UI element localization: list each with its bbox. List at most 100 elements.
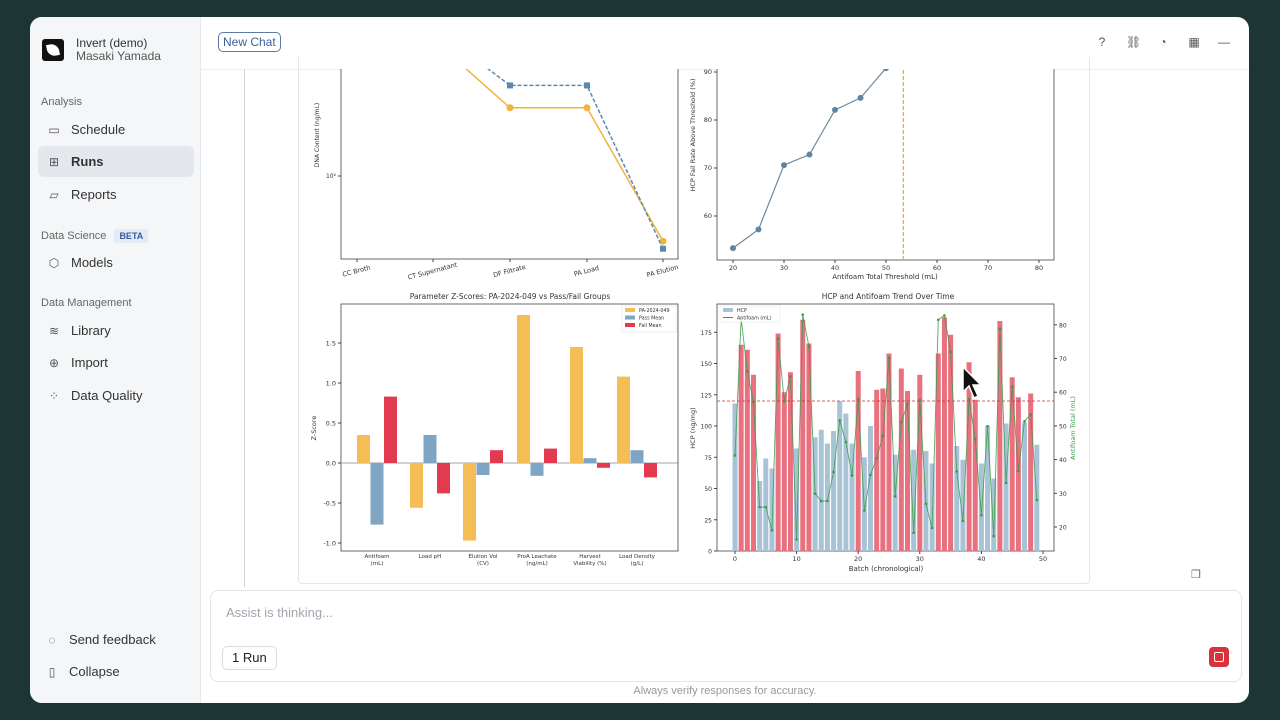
fail-rate-point: [755, 226, 762, 233]
fail-rate-xtick-label: 70: [984, 264, 992, 272]
antifoam-point: [795, 538, 798, 541]
antifoam-point: [776, 337, 780, 340]
sidebar-item-reports[interactable]: ▱ Reports: [38, 179, 194, 210]
zscore-bar: [410, 463, 423, 508]
antifoam-point: [1004, 481, 1008, 485]
link-icon[interactable]: ⛓: [1126, 35, 1142, 49]
trend-ytick-label: 150: [701, 361, 713, 368]
user-name: Masaki Yamada: [76, 49, 161, 63]
legend-label: PA-2024-049: [639, 308, 670, 314]
sidebar-collapse-icon: ▯: [48, 664, 56, 679]
antifoam-point: [764, 505, 768, 509]
hcp-bar: [1022, 422, 1028, 551]
hcp-bar: [757, 481, 763, 551]
antifoam-point: [1023, 419, 1026, 423]
zscore-bar: [357, 435, 370, 463]
legend-label: Antifoam (mL): [737, 316, 772, 322]
dna-ytick-label: 10²: [326, 173, 337, 180]
antifoam-point: [850, 474, 854, 477]
hcp-bar: [948, 334, 954, 551]
chat-composer[interactable]: Assist is thinking... 1 Run: [210, 590, 1242, 682]
zscore-bar: [630, 450, 644, 463]
stop-button[interactable]: [1209, 647, 1229, 667]
fail-rate-ytick-label: 90: [704, 68, 712, 76]
layout-icon[interactable]: ▦: [1188, 35, 1200, 49]
fail-rate-point: [883, 69, 889, 72]
fail-rate-point: [806, 151, 813, 158]
new-chat-button[interactable]: New Chat: [218, 32, 281, 52]
trend-ytick-label: 25: [704, 517, 712, 524]
copy-icon[interactable]: ❐: [1191, 569, 1201, 581]
section-data-science: Data Science BETA: [41, 229, 149, 243]
fail-rate-point: [781, 162, 787, 169]
zscore-bar: [476, 463, 490, 475]
fail-rate-xtick-label: 40: [831, 264, 839, 272]
hcp-bar: [1028, 393, 1034, 551]
zscore-ytick-label: 0.5: [326, 420, 336, 428]
zscore-xtick-label: Load Density: [619, 554, 656, 560]
dna-plot-frame: [340, 69, 679, 260]
org-name: Invert (demo): [76, 36, 148, 50]
org-switcher[interactable]: Invert (demo) Masaki Yamada: [76, 37, 161, 63]
antifoam-point: [733, 454, 737, 457]
antifoam-line: [734, 314, 1038, 540]
legend-swatch: [625, 315, 635, 320]
antifoam-point: [844, 440, 848, 444]
antifoam-point: [887, 356, 891, 360]
sidebar-item-runs[interactable]: ⊞ Runs: [38, 146, 194, 177]
trend-ytick-right-label: 50: [1059, 423, 1067, 430]
trend-ytick-label: 0: [708, 549, 712, 556]
dna-xtick-label: CT Supernatant: [407, 261, 459, 282]
legend-label: Pass Mean: [639, 316, 664, 322]
trend-xtick-label: 40: [977, 555, 985, 563]
hcp-bar: [769, 468, 775, 551]
hcp-bar: [972, 399, 978, 551]
sidebar-item-data-quality[interactable]: ⁘ Data Quality: [48, 388, 143, 403]
hcp-bar: [818, 429, 824, 551]
zscore-xtick-label: (CV): [477, 561, 489, 567]
antifoam-point: [936, 318, 940, 322]
composer-input[interactable]: Assist is thinking...: [226, 605, 333, 620]
hcp-bar: [750, 374, 756, 551]
collapse-button[interactable]: ▯ Collapse: [36, 656, 192, 687]
hcp-bar: [806, 343, 812, 551]
fail-rate-point: [730, 245, 736, 252]
hcp-bar: [849, 443, 855, 551]
hcp-bar: [800, 319, 806, 551]
dna-point: [583, 104, 591, 112]
dna-point: [430, 24, 436, 30]
hcp-bar: [855, 371, 861, 551]
minimize-icon[interactable]: —: [1218, 35, 1230, 49]
send-feedback-button[interactable]: ◌ Send feedback: [36, 624, 192, 655]
help-icon[interactable]: ?: [1098, 35, 1106, 49]
dna-ylabel: DNA Content (ng/mL): [314, 103, 321, 167]
dna-xtick-label: PA Elution: [646, 263, 679, 279]
hcp-bar: [874, 389, 880, 551]
run-chip[interactable]: 1 Run: [222, 646, 277, 670]
history-icon[interactable]: ◔: [1159, 35, 1167, 49]
thread-line: [244, 69, 245, 587]
dna-xtick-label: DF Filtrate: [492, 263, 526, 279]
dna-point: [430, 36, 437, 43]
sidebar-item-models[interactable]: ⬡ Models: [48, 255, 113, 270]
hcp-bar: [732, 403, 738, 551]
legend-swatch: [625, 323, 635, 327]
hcp-bar: [824, 443, 830, 551]
legend-label: HCP: [737, 308, 747, 314]
fail-rate-ylabel: HCP Fail Rate Above Threshold (%): [689, 79, 697, 192]
beta-badge: BETA: [114, 229, 149, 243]
hcp-bar: [929, 463, 935, 551]
antifoam-point: [893, 495, 897, 498]
legend-label: Fail Mean: [639, 323, 662, 329]
antifoam-point: [789, 375, 792, 378]
antifoam-point: [838, 419, 842, 422]
sidebar-item-schedule[interactable]: ▭ Schedule: [48, 122, 126, 137]
antifoam-point: [918, 398, 922, 402]
hcp-bar: [960, 459, 966, 551]
sidebar-item-library[interactable]: ≋ Library: [48, 323, 111, 338]
hcp-bar: [917, 374, 923, 551]
hcp-bar: [911, 449, 917, 551]
antifoam-point: [924, 502, 928, 506]
sidebar-item-import[interactable]: ⊕ Import: [48, 355, 108, 370]
